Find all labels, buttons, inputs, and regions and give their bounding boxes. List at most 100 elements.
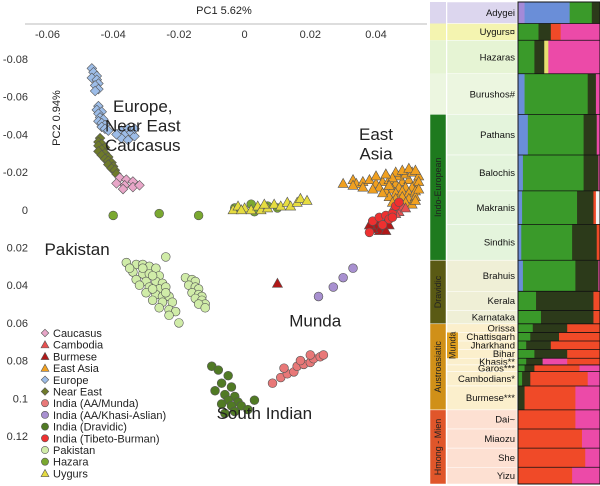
ancestry-segment — [598, 260, 600, 292]
point-india-dravidic — [230, 406, 240, 417]
x-tick-label: 0.04 — [365, 29, 386, 41]
population-label-miaozu: Miaozu — [484, 434, 515, 445]
population-label-dai: Dai~ — [495, 415, 515, 426]
point-india-tibeto-burman — [377, 220, 388, 230]
ancestry-segment — [587, 73, 597, 115]
ancestry-segment — [526, 358, 543, 365]
ancestry-segment — [577, 190, 594, 225]
point-pakistan — [134, 280, 145, 290]
ancestry-segment — [522, 260, 576, 292]
data-points — [86, 63, 425, 419]
legend-entry-europe: Europe — [53, 375, 88, 387]
point-india-dravidic — [243, 404, 253, 415]
ancestry-segment — [593, 190, 597, 225]
ancestry-segment — [569, 2, 593, 24]
ancestry-segment — [518, 371, 523, 386]
population-label-orissa: Orissa — [488, 323, 516, 334]
ancestry-segment — [575, 260, 599, 292]
munda-group-label: Munda — [448, 332, 458, 360]
ancestry-segment — [518, 349, 535, 359]
y-tick-label: 0.1 — [13, 393, 28, 405]
ancestry-segment — [524, 73, 589, 115]
point-india-aa-munda — [279, 363, 289, 373]
population-strip — [430, 40, 446, 74]
ancestry-segment — [587, 371, 600, 386]
ancestry-segment — [522, 371, 531, 386]
population-label-balochis: Balochis — [479, 168, 515, 179]
ancestry-segment — [544, 40, 549, 74]
ancestry-segment — [572, 224, 598, 261]
ancestry-segment — [518, 467, 573, 484]
point-india-dravidic — [216, 378, 227, 388]
point-india-tibeto-burman — [364, 227, 375, 238]
series-india-aa-khasi-aslian — [313, 263, 358, 302]
population-box-makranis — [446, 190, 518, 225]
ancestry-segment — [593, 291, 600, 311]
legend-marker-east-asia — [40, 363, 50, 372]
ancestry-segment — [583, 114, 598, 156]
point-europe — [89, 85, 101, 97]
ancestry-segment — [524, 2, 571, 24]
ancestry-segment — [540, 310, 594, 324]
point-uygurs — [258, 198, 270, 209]
legend-entry-india-tibeto-burman: India (Tibeto-Burman) — [53, 433, 160, 445]
point-east-asia — [403, 173, 415, 184]
ancestry-segment — [550, 341, 600, 350]
ancestry-segment — [518, 341, 527, 350]
y-tick-label: -0.06 — [3, 92, 28, 104]
population-label-garos: Garos*** — [478, 364, 515, 375]
munda-group-strip — [447, 332, 458, 359]
population-label-bihar: Bihar — [493, 349, 515, 360]
legend-marker-india-dravidic — [41, 422, 49, 431]
population-label-hazaras: Hazaras — [480, 52, 516, 63]
ancestry-segment — [534, 40, 545, 74]
ancestry-segment — [550, 23, 562, 41]
series-caucasus — [111, 172, 145, 195]
point-pakistan — [138, 263, 148, 273]
language-group-hmong-mien — [429, 409, 447, 485]
series-near-east — [93, 132, 122, 180]
point-east-asia — [370, 170, 382, 181]
point-europe — [103, 125, 114, 136]
legend-marker-india-aa-munda — [41, 399, 49, 408]
ancestry-segment — [548, 40, 600, 74]
point-pakistan — [161, 288, 171, 298]
population-label-sindhis: Sindhis — [484, 238, 515, 249]
ancestry-segment — [579, 364, 600, 372]
series-uygurs — [227, 192, 313, 215]
cluster-label-line: Munda — [289, 312, 342, 331]
point-pakistan — [147, 295, 158, 305]
ancestry-segment — [518, 73, 525, 115]
legend-entry-near-east: Near East — [53, 387, 102, 399]
point-pakistan — [154, 303, 164, 313]
legend-entry-hazara: Hazara — [53, 457, 89, 469]
point-india-dravidic — [213, 365, 224, 375]
legend-marker-india-aa-khasi-aslian — [41, 410, 49, 419]
ancestry-segment — [522, 190, 578, 225]
ancestry-segment — [595, 73, 600, 115]
ancestry-segment — [518, 409, 576, 430]
population-box-brahuis — [446, 259, 518, 292]
legend-entry-india-dravidic: India (Dravidic) — [53, 422, 127, 434]
y-tick-label: 0.06 — [7, 318, 28, 330]
point-india-aa-khasi-aslian — [348, 263, 358, 273]
ancestry-segment — [518, 190, 523, 225]
point-hazara — [108, 210, 118, 221]
point-east-asia — [409, 164, 421, 175]
ancestry-segment — [518, 332, 531, 342]
series-east-asia — [337, 162, 425, 209]
legend-entry-east-asia: East Asia — [53, 363, 100, 375]
cluster-label-line: East — [359, 125, 393, 144]
population-label-burushos: Burushos# — [470, 89, 516, 100]
cluster-label-line: Caucasus — [105, 136, 181, 155]
x-tick-label: 0.02 — [300, 29, 321, 41]
legend-marker-cambodia — [40, 340, 50, 349]
y-tick-label: 0 — [22, 205, 28, 217]
series-india-aa-munda — [267, 350, 329, 388]
population-box-sindhis — [446, 224, 518, 261]
legend-marker-caucasus — [40, 328, 50, 338]
population-label-kerala: Kerala — [488, 296, 516, 307]
ancestry-segment — [522, 155, 584, 191]
